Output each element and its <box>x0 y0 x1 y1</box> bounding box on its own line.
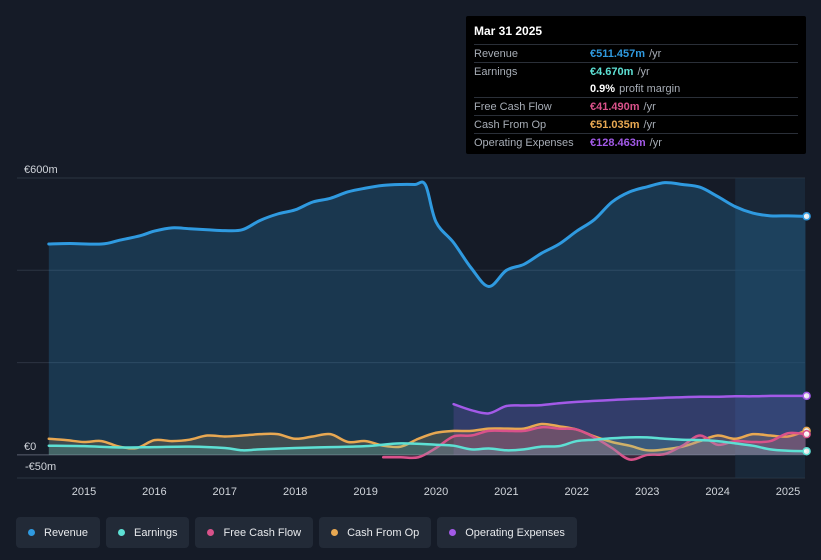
tooltip-label: Free Cash Flow <box>474 100 552 113</box>
tooltip-unit: /yr <box>643 118 656 131</box>
tooltip-date: Mar 31 2025 <box>474 24 543 38</box>
x-tick-label: 2023 <box>635 486 659 498</box>
tooltip-label: Cash From Op <box>474 118 547 131</box>
earnings-end-marker <box>802 446 811 456</box>
legend-item-free-cash-flow[interactable]: Free Cash Flow <box>195 517 314 548</box>
tooltip-value: €128.463m <box>590 136 646 149</box>
series-layer <box>47 180 811 461</box>
tooltip-unit: /yr <box>643 100 656 113</box>
tooltip-label: Earnings <box>474 65 518 78</box>
legend-dot-icon <box>449 529 457 536</box>
tooltip-row-revenue: Revenue €511.457m /yr <box>474 44 798 62</box>
cash-from-op-area <box>48 423 806 455</box>
tooltip-value: €511.457m <box>590 47 646 60</box>
y-tick-label-top: €600m <box>24 164 58 176</box>
profit-margin-label: profit margin <box>619 82 681 95</box>
x-tick-label: 2020 <box>424 486 448 498</box>
legend-label: Revenue <box>44 526 89 539</box>
tooltip-panel: Mar 31 2025 Revenue €511.457m /yr Earnin… <box>466 16 806 154</box>
free-cash-flow-area <box>383 427 806 460</box>
legend-dot-icon <box>331 529 339 536</box>
x-tick-label: 2016 <box>142 486 166 498</box>
x-tick-label: 2017 <box>213 486 237 498</box>
financial-chart: €600m €0 -€50m 2015 2016 2017 2018 2019 2020 2… <box>17 164 811 498</box>
tooltip-unit: /yr <box>637 65 650 78</box>
operating-expenses-line <box>452 394 807 415</box>
tooltip-row-free-cash-flow: Free Cash Flow €41.490m /yr <box>474 97 798 115</box>
legend-label: Cash From Op <box>347 526 420 539</box>
tooltip-value: €41.490m <box>590 100 640 113</box>
earnings-line <box>47 435 807 453</box>
x-tick-label: 2018 <box>283 486 307 498</box>
forecast-band <box>735 178 805 478</box>
chart-legend: Revenue Earnings Free Cash Flow Cash Fro… <box>16 517 577 548</box>
tooltip-row-operating-expenses: Operating Expenses €128.463m /yr <box>474 133 798 151</box>
free-cash-flow-line <box>381 425 807 461</box>
operating-expenses-end-marker <box>802 391 811 401</box>
x-tick-label: 2021 <box>494 486 518 498</box>
tooltip-label: Operating Expenses <box>474 136 574 149</box>
chart-grid <box>17 177 805 479</box>
legend-label: Operating Expenses <box>465 526 565 539</box>
legend-dot-icon <box>207 529 215 536</box>
free-cash-flow-end-marker <box>802 429 811 439</box>
axis-layer: €600m €0 -€50m <box>24 164 58 473</box>
legend-label: Earnings <box>134 526 178 539</box>
x-tick-label: 2025 <box>776 486 800 498</box>
legend-label: Free Cash Flow <box>223 526 302 539</box>
x-tick-label: 2019 <box>353 486 377 498</box>
x-tick-label: 2015 <box>72 486 96 498</box>
tooltip-unit: /yr <box>649 47 662 60</box>
legend-dot-icon <box>28 529 35 536</box>
legend-item-cash-from-op[interactable]: Cash From Op <box>319 517 432 548</box>
x-tick-label: 2022 <box>565 486 589 498</box>
tooltip-value: €51.035m <box>590 118 640 131</box>
legend-item-revenue[interactable]: Revenue <box>16 517 101 548</box>
revenue-end-marker <box>802 212 811 221</box>
tooltip-value: €4.670m <box>590 65 634 78</box>
tooltip-label: Revenue <box>474 47 519 60</box>
x-axis: 2015 2016 2017 2018 2019 2020 2021 2022 2023 2024… <box>72 486 800 498</box>
revenue-line <box>47 180 808 288</box>
tooltip-row-profit-margin: 0.9% profit margin <box>474 80 798 97</box>
x-tick-label: 2024 <box>705 486 729 498</box>
legend-dot-icon <box>118 529 126 536</box>
legend-item-earnings[interactable]: Earnings <box>106 517 190 548</box>
tooltip-row-earnings: Earnings €4.670m /yr <box>474 62 798 80</box>
legend-item-operating-expenses[interactable]: Operating Expenses <box>437 517 577 548</box>
tooltip-row-cash-from-op: Cash From Op €51.035m /yr <box>474 115 798 133</box>
revenue-area <box>48 182 806 455</box>
y-tick-label-zero: €0 <box>24 441 36 453</box>
y-tick-label-bottom: -€50m <box>25 461 56 473</box>
tooltip-unit: /yr <box>649 136 662 149</box>
profit-margin-value: 0.9% <box>590 82 616 95</box>
